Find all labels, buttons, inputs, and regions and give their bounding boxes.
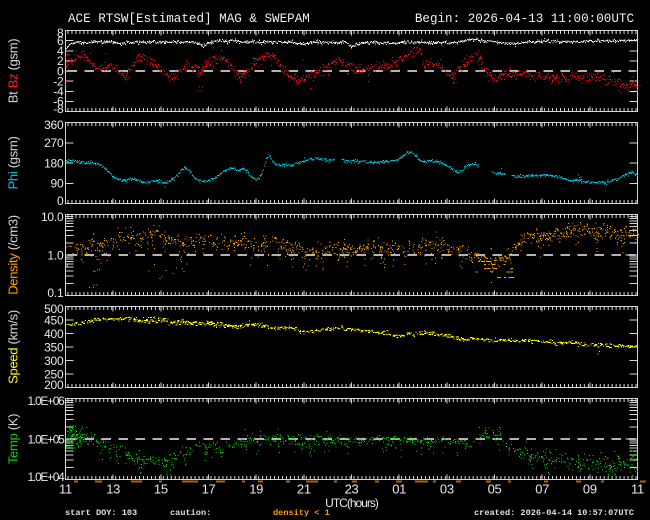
svg-text:-2: -2 xyxy=(53,74,64,88)
svg-text:500: 500 xyxy=(44,302,64,316)
svg-text:350: 350 xyxy=(44,340,64,354)
svg-text:300: 300 xyxy=(44,354,64,368)
svg-text:11: 11 xyxy=(59,482,72,497)
svg-text:15: 15 xyxy=(154,482,168,497)
svg-text:start DOY: 103: start DOY: 103 xyxy=(65,508,137,518)
svg-text:400: 400 xyxy=(44,327,64,341)
svg-text:09: 09 xyxy=(583,482,597,497)
svg-text:UTC(hours): UTC(hours) xyxy=(325,496,379,510)
svg-text:density < 1: density < 1 xyxy=(273,508,330,518)
svg-text:2: 2 xyxy=(57,54,64,68)
svg-text:13: 13 xyxy=(106,482,120,497)
svg-text:1.0E+05: 1.0E+05 xyxy=(28,432,66,446)
svg-text:23: 23 xyxy=(345,482,359,497)
svg-text:-4: -4 xyxy=(53,85,64,99)
svg-text:03: 03 xyxy=(440,482,454,497)
svg-text:ACE RTSW[Estimated] MAG & SWEP: ACE RTSW[Estimated] MAG & SWEPAM xyxy=(68,12,310,26)
svg-text:0: 0 xyxy=(57,194,64,208)
svg-text:10.0: 10.0 xyxy=(41,210,64,224)
svg-text:11: 11 xyxy=(631,482,644,497)
svg-text:1.0E+04: 1.0E+04 xyxy=(28,470,66,484)
svg-text:Temp (K): Temp (K) xyxy=(6,414,21,464)
svg-text:4: 4 xyxy=(57,44,64,58)
svg-text:01: 01 xyxy=(392,482,406,497)
svg-text:360: 360 xyxy=(44,118,64,132)
svg-text:0.1: 0.1 xyxy=(47,286,64,300)
svg-text:Density (/cm3): Density (/cm3) xyxy=(6,215,21,295)
svg-text:1.0: 1.0 xyxy=(47,248,64,262)
svg-text:200: 200 xyxy=(44,378,64,392)
svg-text:8: 8 xyxy=(57,26,64,40)
svg-text:90: 90 xyxy=(51,177,64,191)
svg-text:6: 6 xyxy=(57,34,64,48)
svg-text:-8: -8 xyxy=(53,102,64,116)
svg-text:05: 05 xyxy=(488,482,502,497)
svg-text:Begin: 2026-04-13 11:00:00UTC: Begin: 2026-04-13 11:00:00UTC xyxy=(415,12,635,26)
svg-text:1.0E+06: 1.0E+06 xyxy=(28,394,66,408)
svg-text:Phi (gsm): Phi (gsm) xyxy=(6,137,21,190)
svg-text:0: 0 xyxy=(57,64,64,78)
svg-text:-6: -6 xyxy=(53,95,64,109)
svg-text:Bt Bz (gsm): Bt Bz (gsm) xyxy=(6,39,21,104)
svg-text:17: 17 xyxy=(202,482,216,497)
svg-text:Speed (km/s): Speed (km/s) xyxy=(6,310,21,384)
svg-text:180: 180 xyxy=(44,156,64,170)
svg-text:250: 250 xyxy=(44,367,64,381)
svg-text:07: 07 xyxy=(535,482,549,497)
svg-text:caution:: caution: xyxy=(170,508,211,518)
svg-text:450: 450 xyxy=(44,313,64,327)
svg-text:created: 2026-04-14 10:57:07UT: created: 2026-04-14 10:57:07UTC xyxy=(474,508,634,518)
svg-text:270: 270 xyxy=(44,136,64,150)
svg-text:19: 19 xyxy=(249,482,263,497)
svg-text:21: 21 xyxy=(297,482,311,497)
